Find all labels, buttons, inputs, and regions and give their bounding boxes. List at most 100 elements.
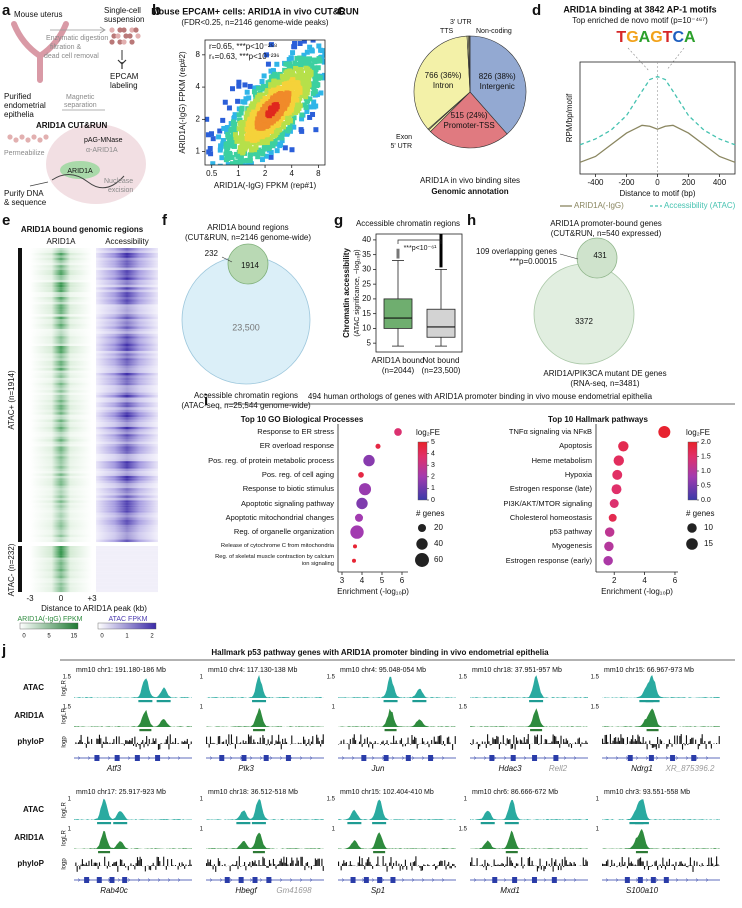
strand-arrow	[259, 878, 263, 882]
phylop-bar	[136, 857, 139, 866]
phylop-bar	[81, 742, 83, 744]
peak-bar	[98, 851, 111, 854]
heatmap-row	[30, 331, 92, 334]
phylop-bar	[521, 857, 523, 866]
exon	[650, 877, 656, 883]
phylop-bar	[629, 741, 631, 744]
phylop-bar	[338, 861, 340, 866]
density-cell	[243, 170, 248, 175]
locus-coord: mm10 chr4: 117.130-138 Mb	[208, 667, 297, 674]
phylop-bar	[620, 734, 622, 744]
strand-arrow	[411, 756, 415, 760]
uterus-icon	[11, 21, 69, 83]
phylop-bar	[400, 864, 403, 866]
x-tick-label: 0.5	[206, 169, 218, 178]
density-cell	[261, 142, 267, 148]
strand-arrow	[157, 756, 161, 760]
cell-icon	[31, 134, 37, 140]
density-cell	[332, 60, 337, 65]
dot	[363, 454, 375, 467]
heatmap-row	[96, 569, 158, 572]
density-cell	[228, 138, 234, 144]
phylop-bar	[552, 866, 554, 872]
density-cell	[196, 166, 201, 171]
legend-tick: 1.0	[701, 468, 711, 475]
density-cell	[236, 83, 242, 89]
y-axis-label: RPM/bp/motif	[565, 93, 574, 142]
density-cell	[194, 161, 199, 166]
density-cell	[246, 95, 252, 101]
gene-name: XR_875396.2	[665, 764, 715, 773]
phylop-bar	[415, 737, 417, 744]
x-tick-label: 4	[360, 576, 365, 585]
heatmap-row	[30, 392, 92, 396]
legend-title: # genes	[686, 509, 714, 518]
heatmap-row	[30, 250, 92, 253]
heatmap-row	[96, 333, 158, 337]
heatmap-row	[30, 426, 92, 430]
phylop-bar	[138, 744, 140, 746]
density-cell	[219, 155, 225, 161]
strand-arrow	[157, 878, 161, 882]
phylop-bar	[557, 741, 559, 744]
phylop-bar	[108, 861, 110, 866]
heatmap-row	[96, 426, 158, 430]
phylop-bar	[159, 744, 161, 750]
category-label-box: Response to ER stress	[257, 428, 334, 436]
phylop-bar	[247, 864, 250, 866]
strand-arrow	[341, 878, 345, 882]
gene-name: Gm41698	[276, 886, 312, 895]
phylop-bar	[564, 742, 566, 744]
cell-icon	[37, 137, 43, 143]
category-label-box: TNFα signaling via NFκB	[509, 428, 592, 436]
strand-arrow	[635, 878, 639, 882]
signal-track	[206, 832, 324, 849]
phylop-bar	[106, 742, 108, 744]
density-cell	[263, 84, 269, 90]
phylop-bar	[304, 739, 306, 744]
heatmap-row	[30, 301, 92, 305]
strand-arrow	[167, 756, 171, 760]
chart-title: Top 10 Hallmark pathways	[548, 415, 648, 424]
category-label-box: Apoptotic mitochondrial changes	[226, 513, 334, 521]
heatmap-row	[96, 582, 158, 586]
phylop-bar	[508, 739, 510, 744]
phylop-bar	[125, 740, 127, 744]
panel-letter: j	[1, 642, 6, 659]
venn-label: 109 overlapping genes	[476, 247, 557, 256]
strand-arrow	[279, 756, 283, 760]
heatmap-row	[30, 260, 92, 263]
phylop-bar	[77, 742, 80, 744]
strand-arrow	[533, 756, 537, 760]
phylop-bar	[699, 864, 701, 866]
phylop-bar	[349, 739, 351, 744]
strand-arrow	[117, 878, 121, 882]
density-cell	[311, 99, 317, 105]
peak-bar	[236, 822, 251, 825]
phylop-bar	[619, 862, 621, 866]
x-tick-label: 3	[340, 576, 345, 585]
phylop-bar	[353, 734, 355, 744]
heatmap-row	[30, 589, 92, 593]
peak-bar	[113, 822, 128, 825]
phylop-bar	[481, 864, 483, 866]
schematic-label: dead cell removal	[44, 53, 99, 60]
phylop-bar	[497, 864, 499, 866]
heatmap-row	[96, 485, 158, 489]
phylop-bar	[126, 740, 128, 744]
phylop-bar	[701, 863, 703, 866]
strand-arrow	[705, 756, 709, 760]
heatmap-row	[96, 532, 158, 535]
strand-arrow	[209, 878, 213, 882]
schematic-label: α-ARID1A	[86, 147, 118, 154]
strand-arrow	[97, 878, 101, 882]
strand-arrow	[351, 756, 355, 760]
plot-frame	[375, 233, 463, 353]
phylop-bar	[385, 743, 387, 744]
density-cell	[225, 131, 231, 137]
phylop-bar	[510, 860, 512, 866]
phylop-bar	[664, 866, 667, 870]
bracket	[397, 239, 442, 244]
pie-slice	[413, 35, 471, 130]
strand-arrow	[493, 878, 497, 882]
